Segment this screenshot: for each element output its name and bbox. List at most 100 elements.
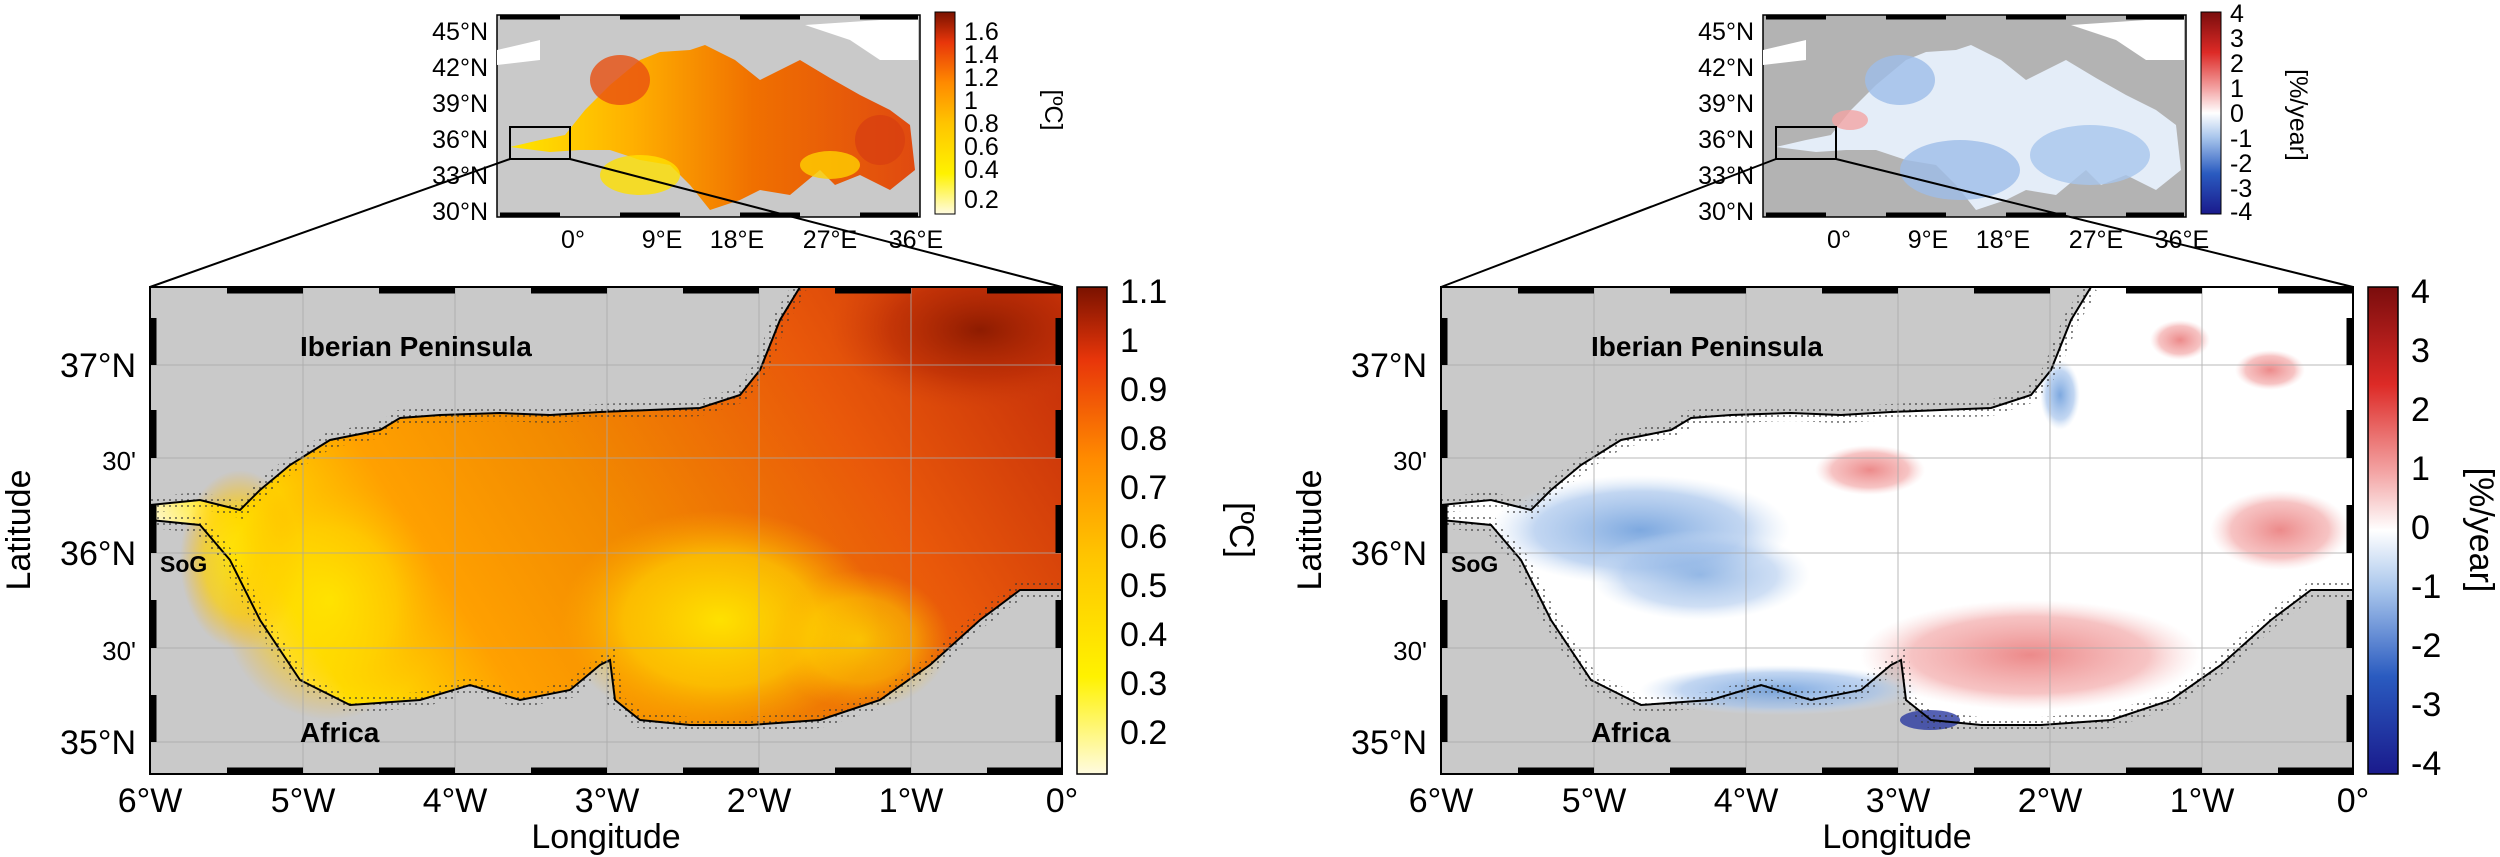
left-lon-tick: 2°W [727, 782, 792, 820]
left-cbar-tick: 0.3 [1120, 665, 1167, 703]
left-lon-tick: 4°W [423, 782, 488, 820]
left-lat-tick: 30' [102, 446, 136, 476]
right-lon-tick: 3°W [1866, 782, 1931, 820]
right-inset-cbar-tick: 4 [2230, 0, 2244, 28]
right-inset-cbar-tick: -4 [2230, 198, 2252, 226]
left-cbar-tick: 1 [1120, 322, 1139, 360]
left-inset-lon-tick: 27°E [803, 226, 857, 254]
right-inset-map: 45°N 42°N 39°N 36°N 33°N 30°N 0° 9°E 18°… [1698, 0, 2312, 254]
left-cbar-tick: 0.6 [1120, 518, 1167, 556]
right-lat-tick: 35°N [1351, 724, 1427, 762]
left-inset-lat-tick: 36°N [432, 126, 488, 154]
left-inset-cbar-tick: 1 [964, 87, 978, 115]
left-panel: 45°N 42°N 39°N 36°N 33°N 30°N 0° 9°E 18°… [0, 11, 1260, 856]
left-lon-tick: 1°W [879, 782, 944, 820]
right-cbar-tick: -2 [2411, 627, 2441, 665]
left-cbar-tick: 0.7 [1120, 469, 1167, 507]
right-inset-cbar-tick: -1 [2230, 125, 2252, 153]
left-inset-lon-tick: 0° [561, 226, 585, 254]
left-cbar-tick: 0.2 [1120, 714, 1167, 752]
right-lat-tick: 36°N [1351, 535, 1427, 573]
right-panel: 45°N 42°N 39°N 36°N 33°N 30°N 0° 9°E 18°… [1291, 0, 2500, 856]
left-lon-tick: 6°W [118, 782, 183, 820]
left-label-sog: SoG [160, 551, 207, 577]
right-lat-tick: 30' [1393, 446, 1427, 476]
right-lon-tick: 0° [2337, 782, 2370, 820]
right-lon-tick: 4°W [1714, 782, 1779, 820]
right-lat-tick: 30' [1393, 636, 1427, 666]
right-inset-colorbar [2200, 11, 2222, 215]
left-inset-lat-tick: 39°N [432, 90, 488, 118]
right-inset-cbar-tick: 0 [2230, 100, 2244, 128]
left-inset-cbar-tick: 0.6 [964, 133, 999, 161]
left-inset-map: 45°N 42°N 39°N 36°N 33°N 30°N 0° 9°E 18°… [432, 11, 1067, 254]
left-xlabel: Longitude [531, 818, 680, 856]
right-lon-tick: 2°W [2018, 782, 2083, 820]
left-lat-tick: 35°N [60, 724, 136, 762]
left-inset-cbar-tick: 0.4 [964, 156, 999, 184]
left-inset-cbar-tick: 1.2 [964, 64, 999, 92]
left-inset-cbar-tick: 0.8 [964, 110, 999, 138]
left-cbar-tick: 0.9 [1120, 371, 1167, 409]
right-cbar-tick: -1 [2411, 568, 2441, 606]
right-cbar-tick: -3 [2411, 686, 2441, 724]
right-main-colorbar [2367, 286, 2399, 775]
right-inset-cbar-tick: -3 [2230, 175, 2252, 203]
right-inset-cbar-tick: -2 [2230, 150, 2252, 178]
right-xlabel: Longitude [1822, 818, 1971, 856]
left-inset-cbar-tick: 0.2 [964, 186, 999, 214]
right-cbar-tick: -4 [2411, 745, 2441, 783]
right-inset-lon-tick: 0° [1827, 226, 1851, 254]
left-inset-lon-tick: 18°E [710, 226, 764, 254]
left-main-map: Iberian Peninsula Africa SoG 37°N 30' 36… [0, 273, 1260, 856]
right-inset-zoom-box [1775, 126, 1837, 160]
right-main-map: Iberian Peninsula Africa SoG 37°N 30' 36… [1291, 273, 2500, 856]
right-inset-lat-tick: 45°N [1698, 18, 1754, 46]
right-lon-tick: 1°W [2170, 782, 2235, 820]
left-inset-cbar-unit: [ºC] [1039, 89, 1067, 130]
left-lat-tick: 30' [102, 636, 136, 666]
left-cbar-tick: 1.1 [1120, 273, 1167, 311]
right-cbar-tick: 0 [2411, 509, 2430, 547]
left-lon-tick: 0° [1046, 782, 1079, 820]
right-cbar-tick: 2 [2411, 391, 2430, 429]
right-lat-tick: 37°N [1351, 347, 1427, 385]
left-inset-lat-tick: 42°N [432, 54, 488, 82]
left-cbar-tick: 0.4 [1120, 616, 1167, 654]
right-lon-tick: 6°W [1409, 782, 1474, 820]
left-inset-colorbar [934, 11, 956, 215]
right-inset-lat-tick: 42°N [1698, 54, 1754, 82]
left-lat-tick: 36°N [60, 535, 136, 573]
right-inset-cbar-unit: [%/year] [2284, 69, 2312, 161]
left-cbar-tick: 0.8 [1120, 420, 1167, 458]
right-lon-tick: 5°W [1562, 782, 1627, 820]
left-inset-cbar-tick: 1.4 [964, 41, 999, 69]
left-lon-tick: 3°W [575, 782, 640, 820]
right-label-sog: SoG [1451, 551, 1498, 577]
left-inset-lat-tick: 45°N [432, 18, 488, 46]
right-ylabel: Latitude [1291, 470, 1329, 591]
right-inset-cbar-tick: 3 [2230, 25, 2244, 53]
left-lat-tick: 37°N [60, 347, 136, 385]
right-inset-lon-tick: 18°E [1976, 226, 2030, 254]
left-inset-lon-tick: 9°E [642, 226, 683, 254]
right-inset-lon-tick: 27°E [2069, 226, 2123, 254]
right-inset-lat-tick: 36°N [1698, 126, 1754, 154]
right-inset-lat-tick: 30°N [1698, 198, 1754, 226]
left-cbar-tick: 0.5 [1120, 567, 1167, 605]
left-lon-tick: 5°W [271, 782, 336, 820]
right-cbar-tick: 3 [2411, 332, 2430, 370]
left-inset-zoom-box [509, 126, 571, 160]
right-inset-cbar-tick: 2 [2230, 50, 2244, 78]
right-inset-cbar-tick: 1 [2230, 75, 2244, 103]
left-ylabel: Latitude [0, 470, 38, 591]
right-inset-lat-tick: 39°N [1698, 90, 1754, 118]
right-label-iberian: Iberian Peninsula [1591, 331, 1823, 362]
right-cbar-unit: [%/year] [2462, 468, 2500, 593]
left-inset-cbar-tick: 1.6 [964, 18, 999, 46]
right-cbar-tick: 1 [2411, 450, 2430, 488]
left-label-iberian: Iberian Peninsula [300, 331, 532, 362]
right-label-africa: Africa [1591, 717, 1671, 748]
left-inset-lat-tick: 30°N [432, 198, 488, 226]
